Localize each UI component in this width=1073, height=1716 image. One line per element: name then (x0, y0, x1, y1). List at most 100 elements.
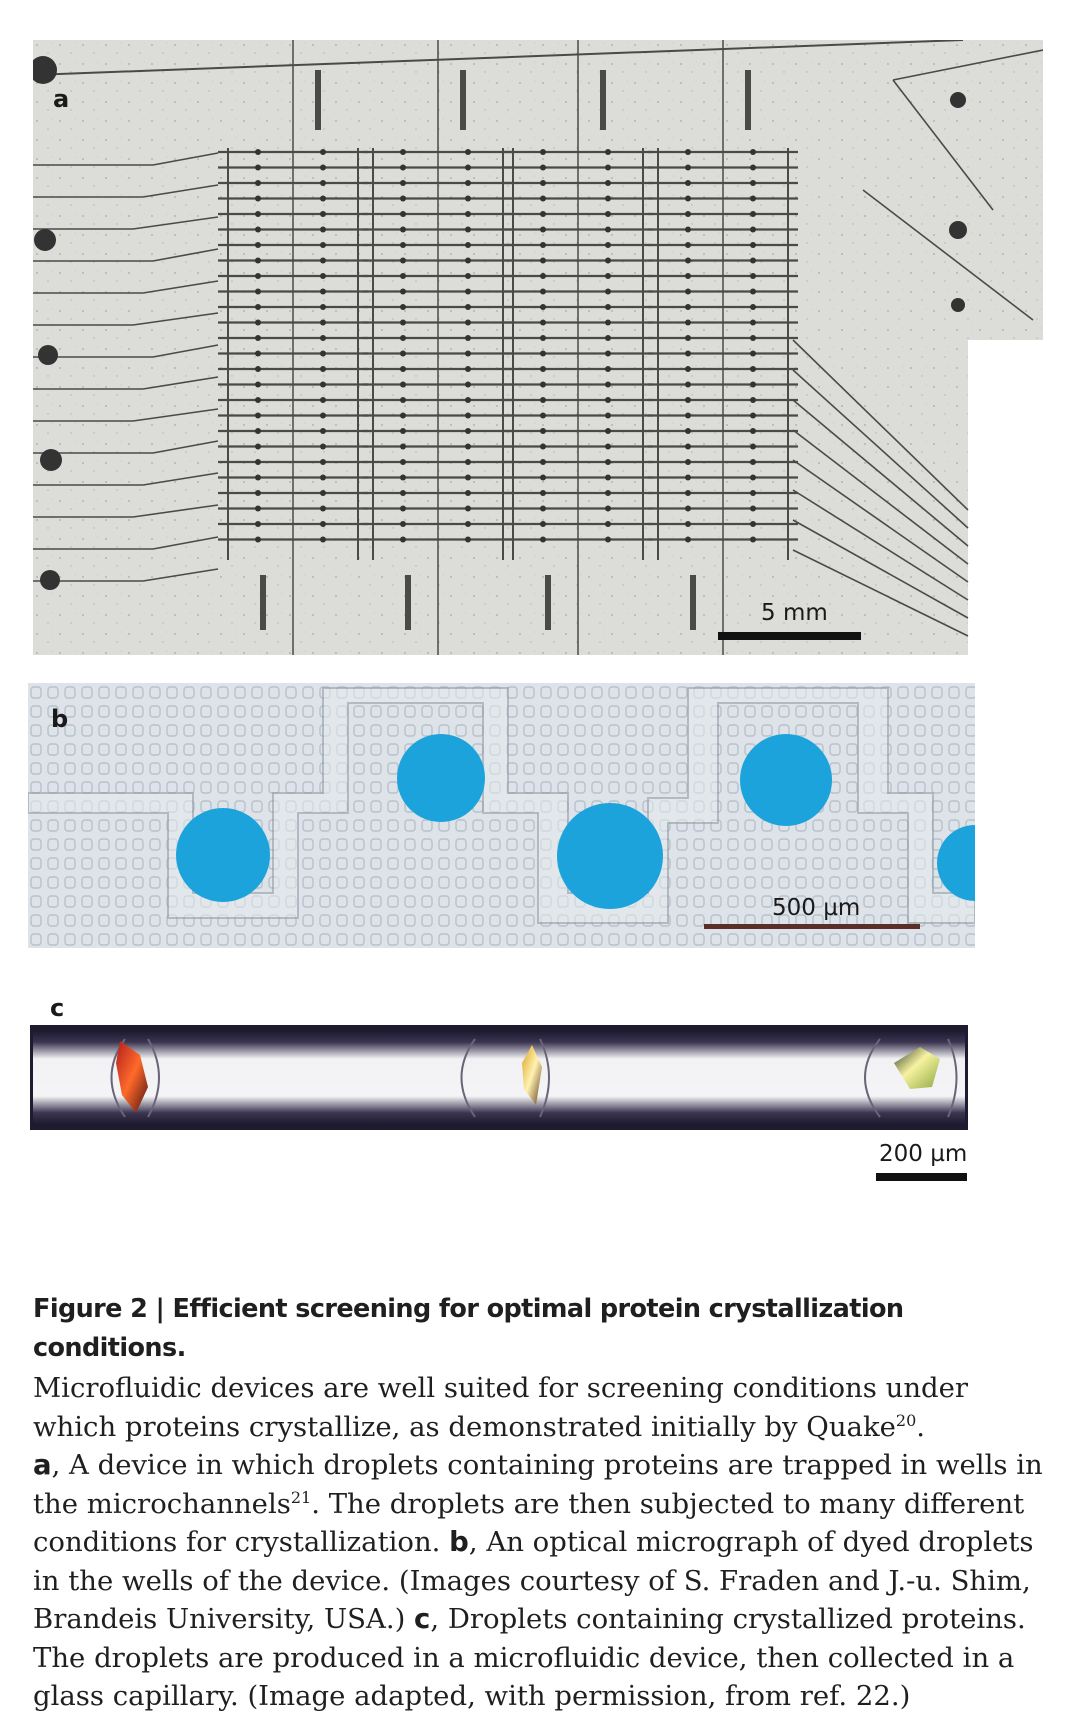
channel-line (152, 536, 219, 550)
well-dot (400, 195, 406, 202)
well-dot (465, 273, 471, 279)
caption-intro: Microfluidic devices are well suited for… (33, 1372, 969, 1443)
well-dot (605, 304, 611, 310)
well-dot (320, 381, 326, 388)
well-dot (465, 226, 471, 233)
well-dot (465, 459, 471, 465)
well-dot (465, 164, 471, 171)
well-dot (400, 536, 406, 543)
caption-a-text: , A device in which droplets containing … (33, 1449, 1043, 1520)
droplet (176, 808, 270, 902)
well-dot (750, 459, 756, 465)
well-dot (320, 335, 326, 341)
well-dot (605, 211, 611, 217)
well-dot (540, 505, 546, 512)
well-dot (400, 443, 406, 450)
well-dot (605, 459, 611, 465)
capillary-image (30, 1025, 968, 1130)
well-dot (400, 164, 406, 171)
channel-line (792, 339, 969, 511)
channel-line (792, 399, 969, 547)
well-dot (540, 195, 546, 202)
well-dot (540, 474, 546, 481)
well-dot (400, 366, 406, 372)
well-dot (255, 459, 261, 465)
well-dot (605, 257, 611, 264)
channel-line (152, 248, 219, 262)
well-dot (605, 319, 611, 326)
well-dot (320, 412, 326, 419)
well-dot (750, 490, 756, 496)
well-dot (685, 412, 691, 419)
well-dot (685, 443, 691, 450)
droplet (397, 734, 485, 822)
well-dot (320, 257, 326, 264)
well-dot (685, 350, 691, 357)
droplet (740, 734, 832, 826)
well-dot (400, 149, 406, 155)
well-dot (320, 490, 326, 496)
well-dot (750, 412, 756, 419)
well-dot (400, 211, 406, 217)
well-dot (255, 149, 261, 155)
well-dot (320, 521, 326, 527)
well-dot (685, 149, 691, 155)
well-dot (605, 350, 611, 357)
well-dot (750, 149, 756, 155)
well-dot (255, 242, 261, 248)
well-dot (33, 56, 57, 84)
well-dot (255, 180, 261, 186)
channel-line (792, 429, 969, 565)
channel-line (792, 519, 969, 619)
channel-line (892, 79, 994, 211)
channel-line (132, 408, 219, 422)
well-dot (540, 443, 546, 450)
channel-line (862, 189, 1034, 321)
well-dot (605, 164, 611, 171)
panel-c-label: c (50, 994, 65, 1022)
reference-20: 20 (895, 1410, 917, 1430)
well-dot (255, 195, 261, 202)
well-dot (465, 366, 471, 372)
well-dot (750, 180, 756, 186)
well-dot (685, 164, 691, 171)
caption-b-label: b (449, 1526, 469, 1558)
well-dot (465, 474, 471, 481)
well-dot (685, 211, 691, 217)
well-dot (685, 319, 691, 326)
channel-line (142, 472, 219, 486)
well-dot (255, 164, 261, 171)
well-dot (750, 536, 756, 543)
device-image (33, 40, 1043, 655)
well-dot (540, 490, 546, 496)
well-dot (605, 273, 611, 279)
well-dot (320, 428, 326, 434)
well-dot (605, 242, 611, 248)
well-dot (605, 180, 611, 186)
well-dot (400, 397, 406, 403)
well-dot (750, 397, 756, 403)
channel-line (152, 152, 219, 166)
panel-a-label: a (53, 85, 70, 113)
panel-c-scale-label: 200 µm (879, 1141, 968, 1167)
well-dot (255, 273, 261, 279)
well-dot (540, 288, 546, 295)
panel-b-scale-bar (704, 924, 920, 929)
panel-b-micrograph: b 500 µm (28, 683, 975, 948)
well-dot (400, 304, 406, 310)
well-dot (750, 273, 756, 279)
well-dot (540, 211, 546, 217)
caption-b-text: , An optical micrograph of dyed droplets… (33, 1526, 1034, 1635)
well-dot (465, 443, 471, 450)
well-dot (320, 319, 326, 326)
well-dot (465, 412, 471, 419)
well-dot (255, 211, 261, 217)
well-dot (255, 474, 261, 481)
channel-line (792, 459, 969, 583)
well-dot (605, 288, 611, 295)
well-dot (685, 288, 691, 295)
well-dot (750, 211, 756, 217)
channel-line (152, 344, 219, 358)
well-dot (540, 257, 546, 264)
channel-line (33, 40, 964, 76)
